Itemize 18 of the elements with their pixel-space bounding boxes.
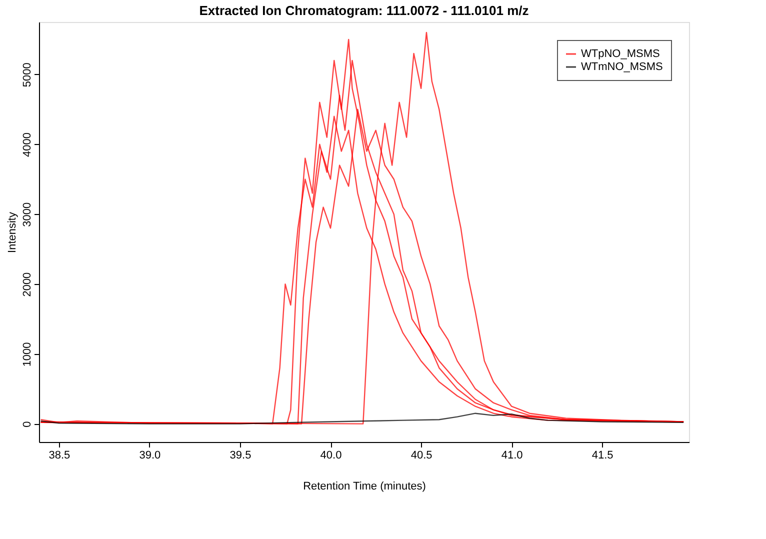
x-tick-label: 39.5 <box>230 450 252 462</box>
chart-title: Extracted Ion Chromatogram: 111.0072 - 111.0101 m/z <box>199 3 530 18</box>
x-tick-label: 40.0 <box>320 450 342 462</box>
x-tick-label: 40.5 <box>410 450 432 462</box>
y-axis-title: Intensity <box>6 212 18 253</box>
y-tick-label: 2000 <box>22 272 34 297</box>
y-tick-label: 5000 <box>22 62 34 88</box>
x-axis-title: Retention Time (minutes) <box>303 480 426 492</box>
y-tick-label: 0 <box>22 421 34 428</box>
legend-label: WTmNO_MSMS <box>581 61 663 73</box>
x-tick-label: 41.5 <box>592 450 614 462</box>
y-tick-label: 4000 <box>22 132 34 158</box>
y-tick-label: 3000 <box>22 202 34 227</box>
x-tick-label: 38.5 <box>48 450 70 462</box>
x-tick-label: 39.0 <box>139 450 161 462</box>
legend-label: WTpNO_MSMS <box>581 48 660 60</box>
x-tick-label: 41.0 <box>501 450 523 462</box>
y-tick-label: 1000 <box>22 342 34 367</box>
